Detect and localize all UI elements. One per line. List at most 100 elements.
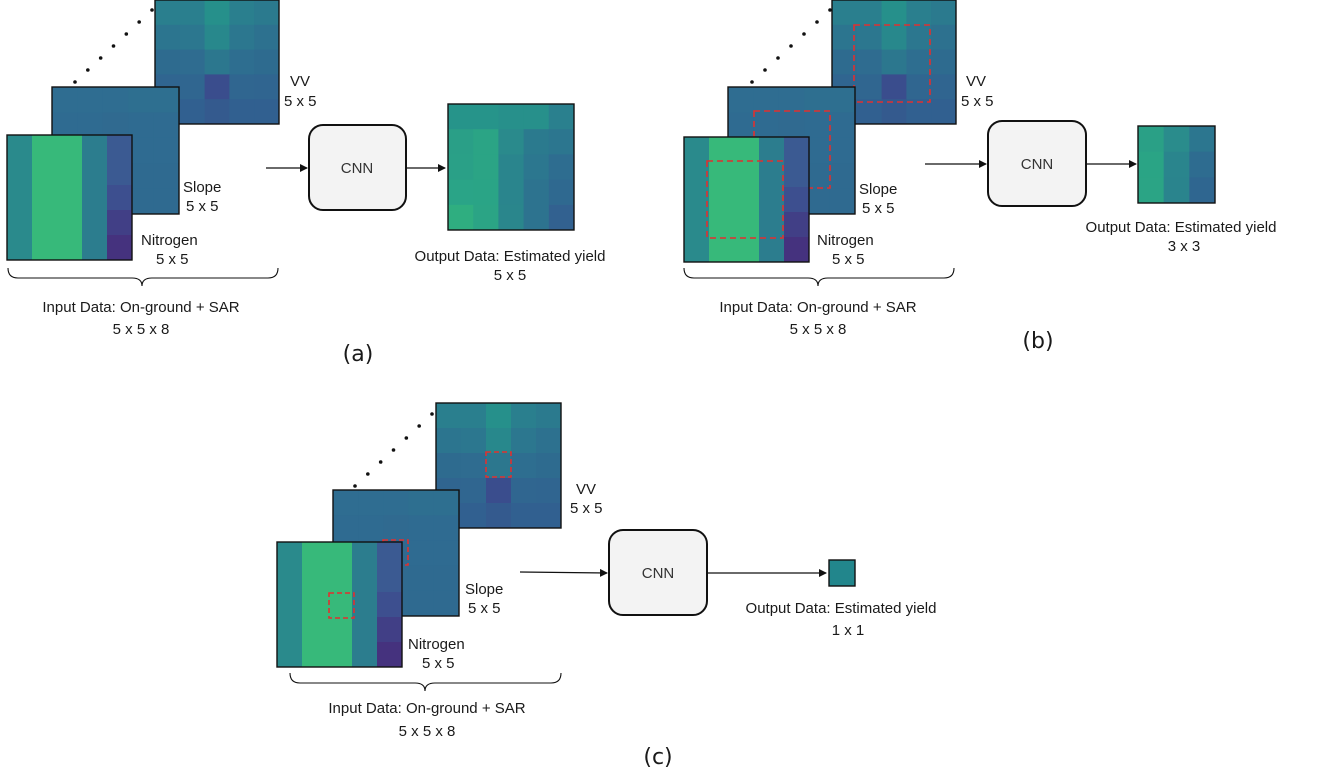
output-grid-b-cell [1138,126,1164,152]
slope-layer-grid-b-cell [830,189,856,215]
output-grid-a-cell [473,180,499,206]
slope-layer-grid-a-cell [154,138,180,164]
slope-layer-grid-c-cell [434,540,460,566]
nitrogen-layer-grid-c-cell [302,642,328,668]
vv-layer-grid-c-cell [461,503,487,529]
nitrogen-layer-grid-c-cell [377,567,403,593]
vv-layer-grid-c-cell [536,453,562,479]
output-grid-a-cell [448,154,474,180]
output-grid-a-cell [448,180,474,206]
vv-layer-grid-c-cell [486,453,512,479]
slope-layer-grid-c-cell [333,490,359,516]
vv-layer-grid-a-cell [155,0,180,25]
slope-layer-grid-a-cell [154,189,180,215]
input-brace-a [8,268,278,286]
nitrogen-layer-grid-a-cell [82,210,108,236]
nitrogen-layer-grid-a-cell [7,210,33,236]
nitrogen-layer-grid-a-cell [57,235,83,261]
vv-layer-grid-a-cell [229,74,254,99]
vv-layer-grid-b-cell [931,99,956,124]
vv-layer-label-b: VV [966,73,986,90]
cnn-label-a: CNN [341,160,374,177]
slope-layer-grid-c-cell [409,591,435,617]
input-size-b: 5 x 5 x 8 [790,321,847,338]
nitrogen-layer-grid-b-cell [759,212,785,238]
ellipsis-dot [137,20,141,24]
vv-layer-grid-b-cell [857,50,882,75]
vv-layer-label-a: VV [290,73,310,90]
vv-layer-grid-a-cell [155,25,180,50]
output-size-a: 5 x 5 [494,267,527,284]
nitrogen-layer-grid-b-cell [734,237,760,263]
nitrogen-layer-grid-b-cell [709,237,735,263]
slope-layer-grid-b-cell [753,112,779,138]
nitrogen-layer-grid-a-cell [57,160,83,186]
output-grid-a-cell [524,205,550,231]
ellipsis-dot [366,472,370,476]
nitrogen-layer-grid-a-cell [107,160,133,186]
vv-layer-grid-b-cell [857,0,882,25]
input-size-c: 5 x 5 x 8 [399,723,456,740]
output-grid-b-cell [1189,126,1215,152]
nitrogen-layer-grid-a-cell [32,185,58,211]
output-grid-a-cell [473,104,499,130]
vv-layer-grid-a-cell [205,74,230,99]
nitrogen-layer-grid-c-cell [352,592,378,618]
vv-layer-grid-c-cell [536,478,562,504]
vv-layer-grid-c-cell [536,503,562,529]
panel-b: VV 5 x 5 Slope 5 x 5 Nitrogen 5 x 5 Inpu… [684,0,1276,354]
nitrogen-layer-grid-c-cell [302,617,328,643]
vv-layer-grid-c-cell [486,403,512,429]
vv-layer-grid-c-cell [511,403,537,429]
vv-layer-grid-c-cell [511,453,537,479]
vv-layer-grid-c-cell [486,478,512,504]
slope-layer-grid-c-cell [434,490,460,516]
output-grid-a-cell [473,129,499,155]
slope-layer-grid-b-cell [830,163,856,189]
output-grid-a-cell [498,205,524,231]
nitrogen-layer-size-a: 5 x 5 [156,251,189,268]
slope-layer-grid-c-cell [358,490,384,516]
input-label-a: Input Data: On-ground + SAR [42,299,239,316]
layer-ellipsis-a [73,8,154,84]
output-grid-a-cell [498,180,524,206]
output-label-c: Output Data: Estimated yield [746,600,937,617]
nitrogen-layer-grid-a-cell [32,235,58,261]
output-grid-a-cell [549,104,575,130]
nitrogen-layer-grid-b-cell [759,187,785,213]
vv-layer-size-b: 5 x 5 [961,93,994,110]
vv-layer-grid-b-cell [882,25,907,50]
vv-layer-grid-a-cell [254,25,279,50]
output-grid-b-cell [1164,177,1190,203]
slope-layer-grid-c-cell [409,566,435,592]
output-grid-a [448,104,575,231]
nitrogen-layer-grid-c-cell [327,592,353,618]
vv-layer-grid-a-cell [205,99,230,124]
ellipsis-dot [763,68,767,72]
ellipsis-dot [789,44,793,48]
slope-layer-grid-a-cell [128,87,154,113]
nitrogen-layer-grid-b-cell [759,162,785,188]
nitrogen-layer-grid-c-cell [327,617,353,643]
vv-layer-grid-b-cell [931,50,956,75]
nitrogen-layer-grid-c-cell [377,617,403,643]
output-grid-a-cell [524,154,550,180]
nitrogen-layer-grid-c-cell [327,642,353,668]
vv-layer-grid-b-cell [857,25,882,50]
output-grid-a-cell [498,154,524,180]
nitrogen-layer-grid-c-cell [352,642,378,668]
slope-layer-grid-b-cell [779,112,805,138]
ellipsis-dot [802,32,806,36]
nitrogen-layer-grid-a-cell [57,135,83,161]
vv-layer-grid-b-cell [832,0,857,25]
panel-c: VV 5 x 5 Slope 5 x 5 Nitrogen 5 x 5 Inpu… [277,403,936,770]
vv-layer-grid-c-cell [536,428,562,454]
nitrogen-layer-grid-a-cell [7,160,33,186]
layer-ellipsis-c [353,412,434,488]
panel-a: VV 5 x 5 Slope 5 x 5 Nitrogen 5 x 5 Inpu… [7,0,605,367]
vv-layer-grid-b-cell [882,50,907,75]
arrow-to-cnn-c [520,572,607,573]
slope-layer-grid-c-cell [409,515,435,541]
vv-layer-grid-c-cell [436,453,462,479]
